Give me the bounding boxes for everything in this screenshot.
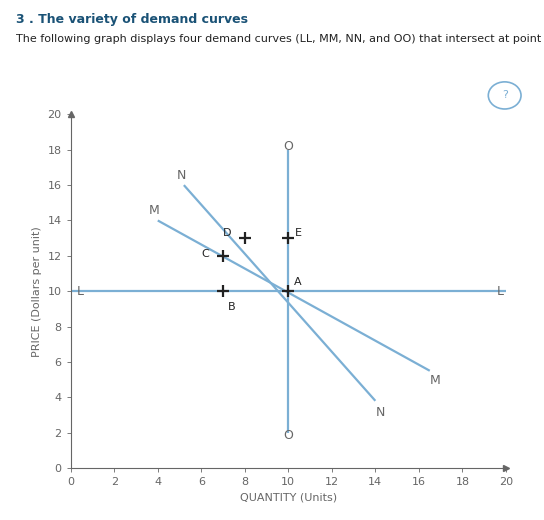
Text: C: C [201, 249, 209, 259]
Text: N: N [375, 406, 385, 419]
Text: M: M [149, 204, 160, 217]
Text: N: N [177, 168, 186, 181]
Y-axis label: PRICE (Dollars per unit): PRICE (Dollars per unit) [32, 226, 42, 357]
Text: O: O [283, 140, 293, 153]
Text: D: D [223, 228, 232, 238]
Text: L: L [77, 284, 84, 297]
Text: L: L [497, 284, 504, 297]
Text: 3 . The variety of demand curves: 3 . The variety of demand curves [16, 13, 248, 26]
Text: A: A [294, 277, 301, 288]
Text: O: O [283, 429, 293, 442]
Text: E: E [295, 228, 302, 238]
Text: The following graph displays four demand curves (LL, MM, NN, and OO) that inters: The following graph displays four demand… [16, 34, 544, 44]
X-axis label: QUANTITY (Units): QUANTITY (Units) [240, 492, 337, 503]
Text: ?: ? [502, 90, 508, 100]
Text: M: M [430, 374, 441, 387]
Text: B: B [227, 302, 235, 312]
